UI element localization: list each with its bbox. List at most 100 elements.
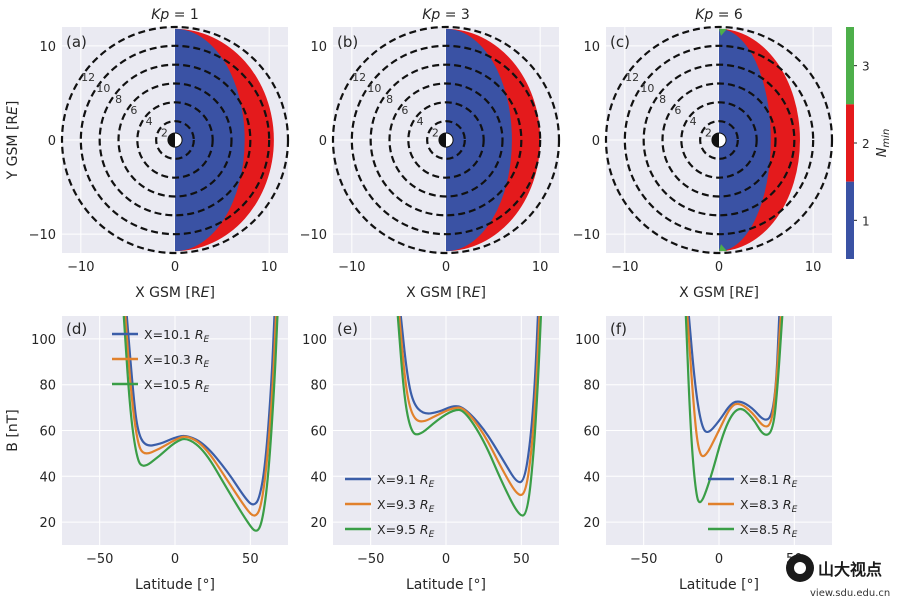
legend-unit: R [420, 497, 429, 512]
panel-label: (a) [66, 33, 87, 51]
dashed-circle-r4 [680, 101, 758, 179]
dashed-circle-r4 [136, 101, 214, 179]
legend-unit: R [195, 377, 204, 392]
circle-label: 6 [130, 104, 137, 117]
legend-entry: X=10.1 RE [144, 327, 210, 345]
series-line-0 [125, 316, 276, 506]
circle-label: 2 [705, 126, 712, 139]
circle-label: 4 [690, 115, 697, 128]
y-tick-label: −10 [29, 228, 56, 243]
circle-label: 12 [352, 71, 366, 84]
y-tick-label: 10 [39, 40, 56, 55]
legend-entry: X=9.1 RE [377, 472, 435, 490]
dashed-circle-r6 [388, 82, 504, 198]
x-tick-label: 0 [442, 260, 450, 275]
x-axis-label: X GSM [RE] [679, 285, 759, 301]
circle-label: 10 [640, 82, 654, 95]
dashed-circle-r10 [79, 44, 271, 236]
panel-title: Kp = 3 [422, 7, 470, 23]
y-tick-label: 60 [39, 425, 56, 440]
y-tick-label: 80 [39, 379, 56, 394]
x-tick-label: −10 [611, 260, 638, 275]
x-axis-label: Latitude [°] [135, 577, 215, 593]
dashed-circle-r8 [642, 63, 796, 217]
legend-name: X=9.3 [377, 497, 420, 512]
y-tick-label: 20 [583, 516, 600, 531]
legend-name: X=8.3 [740, 497, 783, 512]
y-axis-label: B [nT] [5, 409, 21, 451]
line-panel-d: (d) −50 0 50 20 40 60 80 100 Latitude [°] B [nT] X=… [5, 316, 288, 593]
circle-label: 2 [432, 126, 439, 139]
x-tick-label: 0 [715, 260, 723, 275]
title-value: = 3 [440, 7, 470, 23]
y-tick-label: −10 [573, 228, 600, 243]
x-tick-label: 10 [261, 260, 278, 275]
y-tick-label: 100 [31, 333, 56, 348]
colorbar-label: Nmin [875, 129, 892, 158]
title-var: Kp [151, 7, 169, 23]
y-axis-label-unit-sub: E [5, 106, 21, 115]
colorbar-tick-label: 1 [862, 214, 870, 228]
legend-name: X=9.5 [377, 522, 420, 537]
x-axis-label-text: X GSM [R [679, 285, 745, 301]
legend-unit: R [783, 472, 792, 487]
legend-name: X=10.5 [144, 377, 195, 392]
y-tick-label: 60 [583, 425, 600, 440]
legend-unit-sub: E [429, 505, 435, 515]
circle-label: 8 [115, 93, 122, 106]
series-line-1 [398, 316, 541, 497]
colorbar-tick-label: 3 [862, 60, 870, 74]
y-axis-label-text: Y GSM [R [5, 115, 21, 181]
legend-name: X=10.1 [144, 327, 195, 342]
y-axis-label-bracket: ] [5, 101, 21, 106]
x-axis-label-bracket: ] [209, 285, 214, 301]
x-axis-label-text: X GSM [R [406, 285, 472, 301]
x-axis-label-unit-sub: E [201, 285, 210, 301]
panel-title: Kp = 6 [695, 7, 743, 23]
watermark: 山大视点 view.sdu.edu.cn [786, 554, 890, 599]
watermark-url: view.sdu.edu.cn [810, 588, 890, 599]
y-tick-label: 40 [583, 470, 600, 485]
legend-unit: R [195, 327, 204, 342]
region-nmin-3-bottom-mark [719, 244, 727, 252]
y-tick-label: 100 [575, 333, 600, 348]
series-line-0 [399, 316, 540, 484]
legend-unit-sub: E [792, 480, 798, 490]
legend-unit-sub: E [204, 335, 210, 345]
title-var: Kp [422, 7, 440, 23]
x-tick-label: −50 [630, 552, 657, 567]
series-line-2 [684, 316, 784, 504]
y-tick-label: 0 [319, 134, 327, 149]
x-axis-label: Latitude [°] [406, 577, 486, 593]
circle-label: 2 [161, 126, 168, 139]
legend-entry: X=9.3 RE [377, 497, 435, 515]
dashed-circle-r8 [369, 63, 523, 217]
dashed-circle-r2 [699, 120, 739, 160]
x-tick-label: 10 [805, 260, 822, 275]
dashed-circle-r4 [407, 101, 485, 179]
dashed-circle-r12 [604, 25, 834, 255]
x-tick-label: 0 [442, 552, 450, 567]
series-line-1 [686, 316, 782, 458]
earth-night-side [167, 132, 175, 148]
x-axis-label-bracket: ] [480, 285, 485, 301]
watermark-brand: 山大视点 [818, 560, 882, 579]
panel-label: (f) [610, 320, 627, 338]
legend-name: X=10.3 [144, 352, 195, 367]
colorbar: 1 2 3 Nmin [846, 27, 892, 259]
colorbar-label-n: N [875, 147, 890, 157]
y-tick-label: 10 [310, 40, 327, 55]
y-tick-label: 0 [592, 134, 600, 149]
y-tick-label: 80 [310, 379, 327, 394]
colorbar-segment-3 [846, 27, 854, 105]
legend: X=8.1 REX=8.3 REX=8.5 RE [708, 472, 798, 540]
dashed-circle-r2 [155, 120, 195, 160]
panel-label: (b) [337, 33, 358, 51]
legend-unit-sub: E [204, 360, 210, 370]
y-axis-label: Y GSM [RE] [5, 101, 21, 181]
series-line-2 [396, 316, 543, 517]
